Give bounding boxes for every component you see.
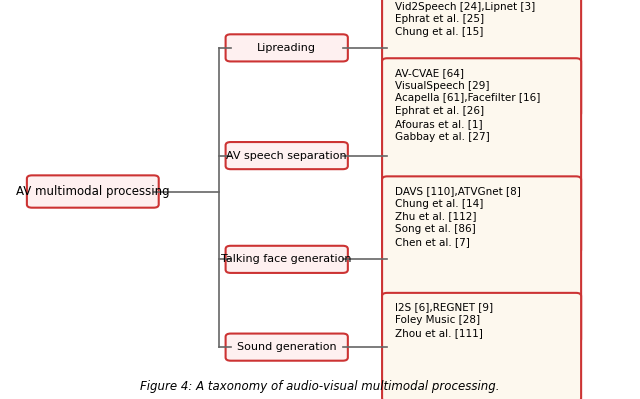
Text: AV multimodal processing: AV multimodal processing: [16, 185, 170, 198]
Text: Lipreading: Lipreading: [257, 43, 316, 53]
Text: Figure 4: A taxonomy of audio-visual multimodal processing.: Figure 4: A taxonomy of audio-visual mul…: [140, 380, 500, 393]
FancyBboxPatch shape: [382, 293, 581, 399]
Text: AV speech separation: AV speech separation: [227, 150, 347, 161]
FancyBboxPatch shape: [382, 176, 581, 342]
Text: WLAS [15],LiRA [56]
Vid2Speech [24],Lipnet [3]
Ephrat et al. [25]
Chung et al. [: WLAS [15],LiRA [56] Vid2Speech [24],Lipn…: [395, 0, 535, 37]
FancyBboxPatch shape: [382, 58, 581, 253]
FancyBboxPatch shape: [226, 142, 348, 169]
Text: Sound generation: Sound generation: [237, 342, 337, 352]
Text: AV-CVAE [64]
VisualSpeech [29]
Acapella [61],Facefilter [16]
Ephrat et al. [26]
: AV-CVAE [64] VisualSpeech [29] Acapella …: [395, 68, 540, 142]
FancyBboxPatch shape: [27, 176, 159, 207]
FancyBboxPatch shape: [382, 0, 581, 117]
Text: I2S [6],REGNET [9]
Foley Music [28]
Zhou et al. [111]: I2S [6],REGNET [9] Foley Music [28] Zhou…: [395, 302, 493, 338]
FancyBboxPatch shape: [226, 34, 348, 61]
Text: DAVS [110],ATVGnet [8]
Chung et al. [14]
Zhu et al. [112]
Song et al. [86]
Chen : DAVS [110],ATVGnet [8] Chung et al. [14]…: [395, 186, 521, 247]
FancyBboxPatch shape: [226, 246, 348, 273]
FancyBboxPatch shape: [226, 334, 348, 361]
Text: Talking face generation: Talking face generation: [221, 254, 352, 265]
